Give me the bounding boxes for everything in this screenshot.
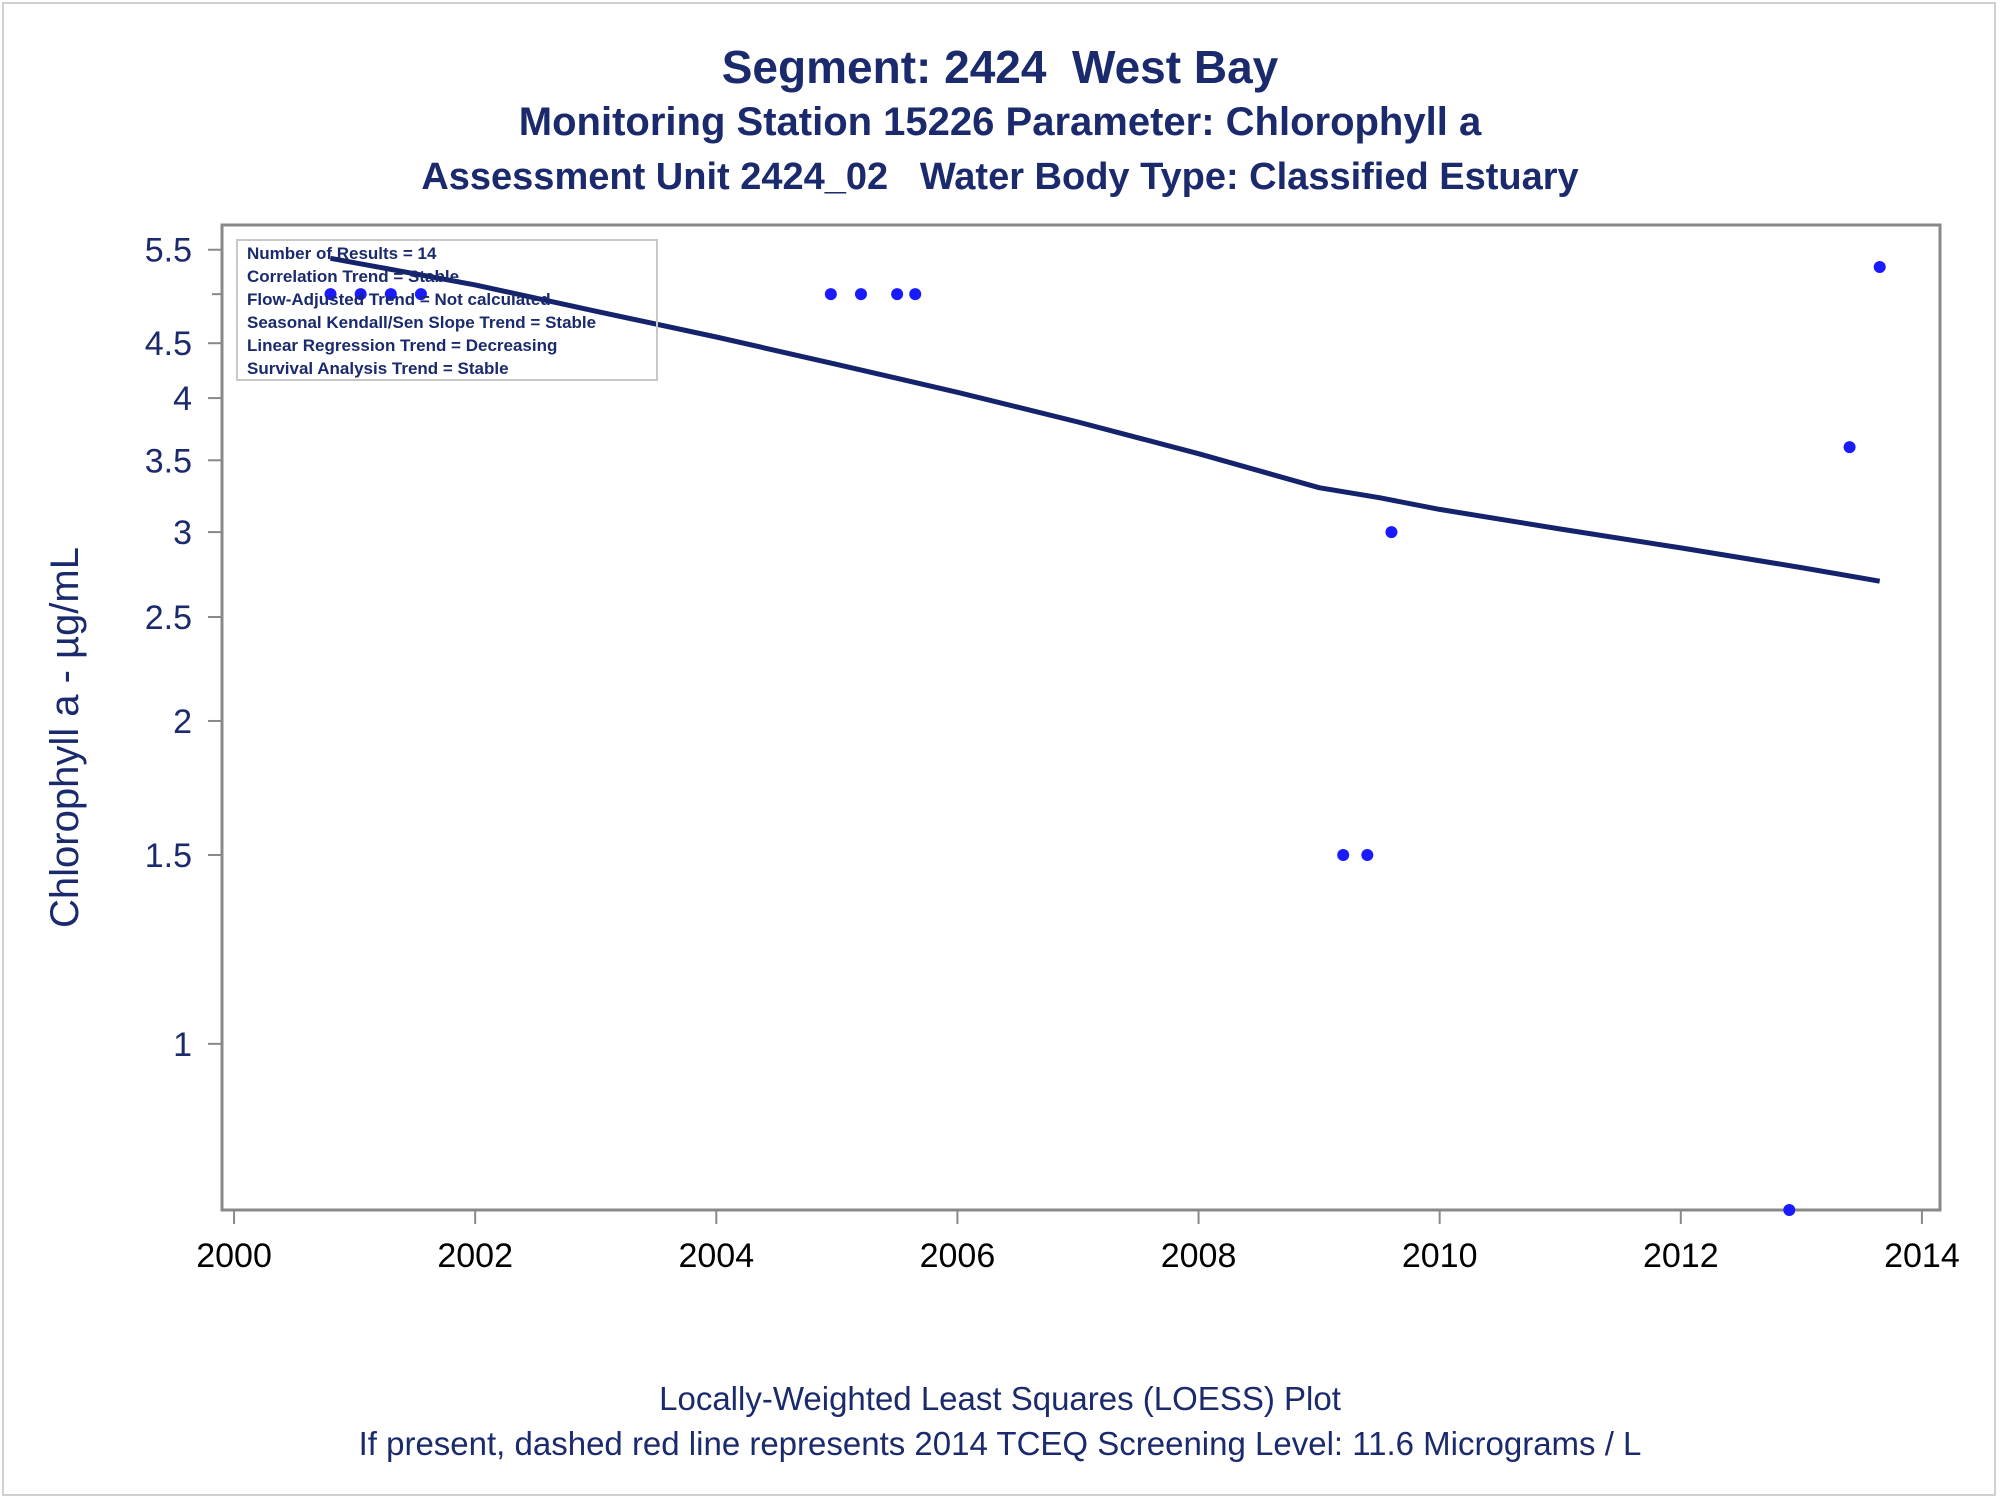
data-point bbox=[1337, 848, 1350, 861]
data-point bbox=[891, 288, 904, 301]
data-point bbox=[824, 288, 837, 301]
data-point bbox=[1843, 441, 1856, 454]
x-tick-label: 2012 bbox=[1643, 1237, 1719, 1275]
chart-subtitle-assessment: Assessment Unit 2424_02 Water Body Type:… bbox=[421, 156, 1579, 198]
stats-box-line: Seasonal Kendall/Sen Slope Trend = Stabl… bbox=[247, 313, 596, 332]
y-tick-label: 5.5 bbox=[145, 232, 192, 270]
data-point bbox=[384, 288, 397, 301]
chart-subtitle-station: Monitoring Station 15226 Parameter: Chlo… bbox=[518, 100, 1482, 144]
data-point bbox=[414, 288, 427, 301]
y-tick-label: 4.5 bbox=[145, 325, 192, 363]
y-tick-label: 2.5 bbox=[145, 599, 192, 637]
y-tick-label: 2 bbox=[173, 703, 192, 741]
y-tick-label: 1.5 bbox=[145, 837, 192, 875]
loess-line bbox=[330, 255, 1881, 584]
stats-box-line: Linear Regression Trend = Decreasing bbox=[247, 336, 557, 355]
x-tick-label: 2002 bbox=[437, 1237, 513, 1275]
data-point bbox=[909, 288, 922, 301]
stats-box-line: Flow-Adjusted Trend = Not calculated bbox=[247, 290, 551, 309]
y-axis-label: Chlorophyll a - µg/mL bbox=[43, 547, 87, 928]
stats-box-line: Correlation Trend = Stable bbox=[247, 267, 459, 286]
y-tick-label: 3 bbox=[173, 514, 192, 552]
footnote-screening-level: If present, dashed red line represents 2… bbox=[358, 1425, 1642, 1462]
x-tick-label: 2004 bbox=[678, 1237, 754, 1275]
chart-title: Segment: 2424 West Bay bbox=[721, 41, 1279, 93]
y-tick-label: 4 bbox=[173, 380, 192, 418]
x-tick-label: 2000 bbox=[196, 1237, 272, 1275]
data-point bbox=[354, 288, 367, 301]
x-tick-label: 2006 bbox=[920, 1237, 996, 1275]
stats-box bbox=[236, 239, 658, 381]
data-point bbox=[1385, 526, 1398, 539]
stats-box-line: Survival Analysis Trend = Stable bbox=[247, 359, 509, 378]
data-point bbox=[1783, 1204, 1796, 1216]
x-tick-label: 2008 bbox=[1161, 1237, 1237, 1275]
y-tick-label: 1 bbox=[173, 1026, 192, 1064]
x-tick-label: 2010 bbox=[1402, 1237, 1478, 1275]
stats-box-line: Number of Results = 14 bbox=[247, 244, 437, 263]
data-point bbox=[1361, 848, 1374, 861]
data-point bbox=[854, 288, 867, 301]
y-tick-label: 3.5 bbox=[145, 442, 192, 480]
data-point bbox=[1873, 260, 1886, 273]
footnote-loess: Locally-Weighted Least Squares (LOESS) P… bbox=[659, 1380, 1341, 1417]
x-tick-label: 2014 bbox=[1884, 1237, 1960, 1275]
data-point bbox=[324, 288, 337, 301]
plot-area-border bbox=[220, 223, 1942, 1212]
